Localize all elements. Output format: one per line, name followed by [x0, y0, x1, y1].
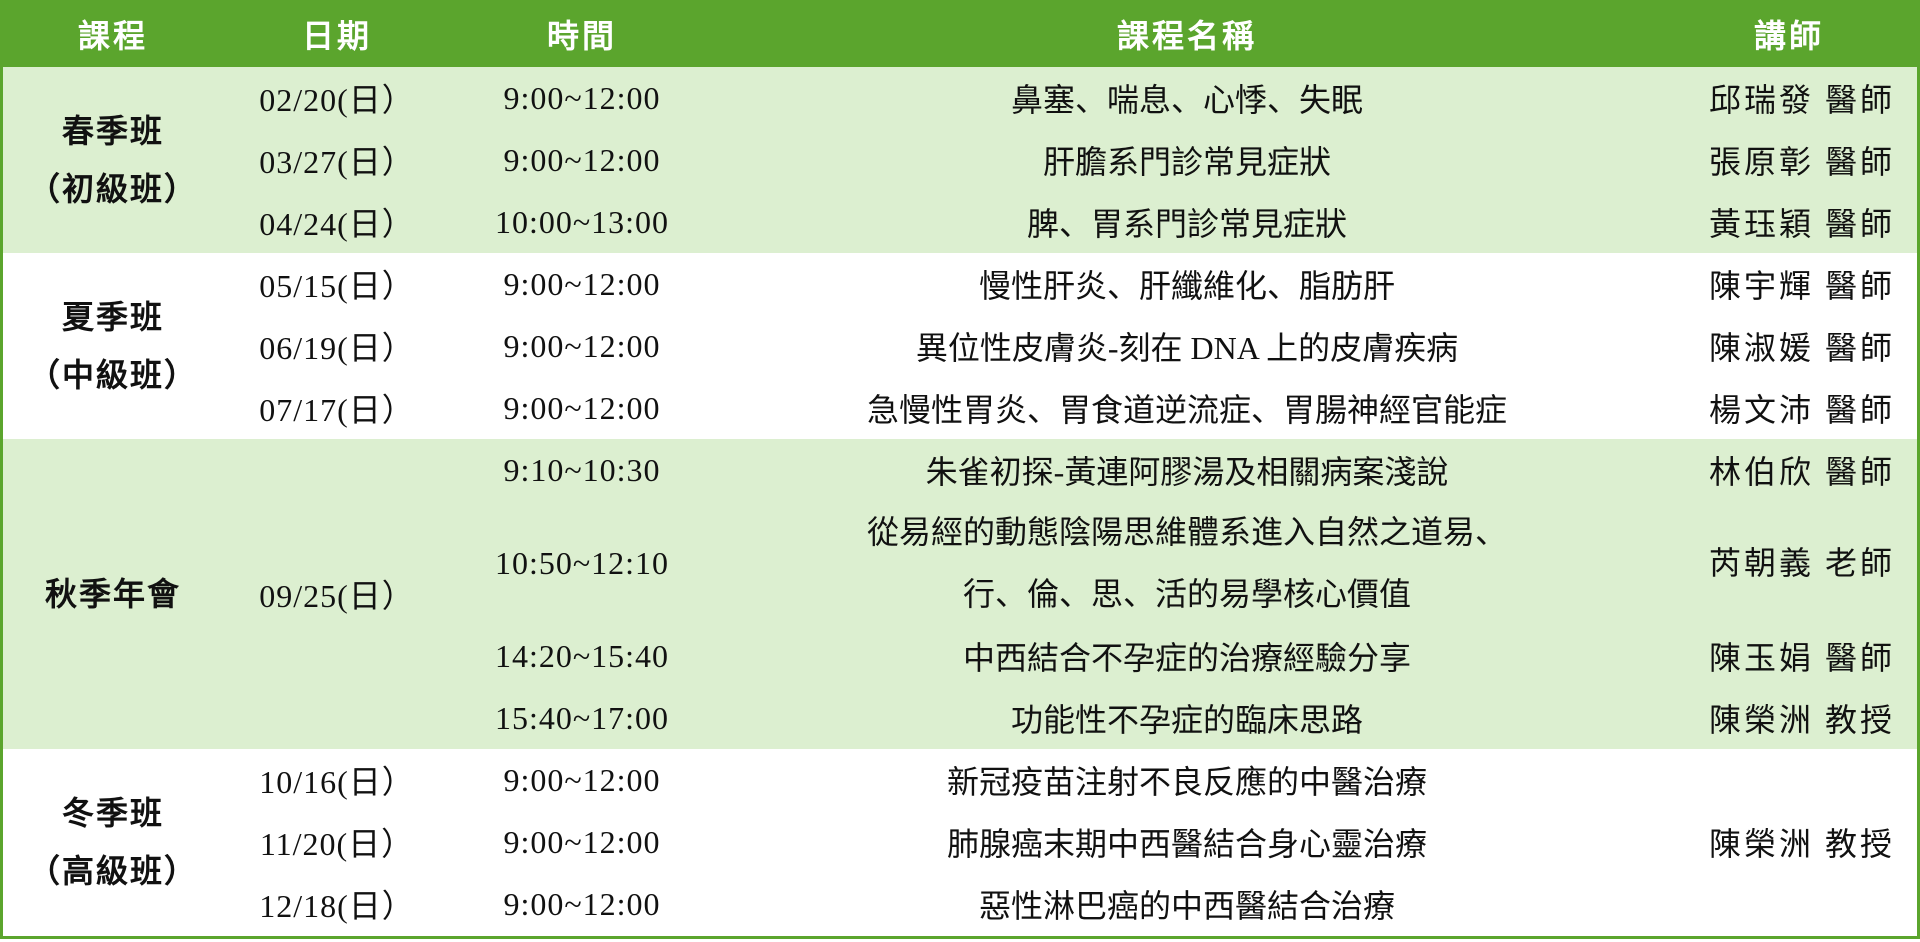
teacher-cell: 陳榮洲 教授 — [1661, 687, 1917, 749]
title-cell: 從易經的動態陰陽思維體系進入自然之道易、 行、倫、思、活的易學核心價值 — [713, 501, 1661, 625]
date-cell: 04/24(日） — [223, 191, 451, 253]
table-row: 03/27(日） 9:00~12:00 肝膽系門診常見症狀 張原彰 醫師 — [3, 129, 1917, 191]
time-cell: 9:00~12:00 — [451, 749, 713, 811]
date-cell: 09/25(日） — [223, 439, 451, 749]
time-cell: 10:50~12:10 — [451, 501, 713, 625]
course-name: 秋季年會 — [44, 576, 181, 612]
date-cell: 07/17(日） — [223, 377, 451, 439]
time-cell: 9:00~12:00 — [451, 67, 713, 129]
title-cell: 異位性皮膚炎-刻在 DNA 上的皮膚疾病 — [713, 315, 1661, 377]
date-cell: 10/16(日） — [223, 749, 451, 811]
course-cell: 秋季年會 — [3, 439, 223, 749]
title-cell: 新冠疫苗注射不良反應的中醫治療 — [713, 749, 1661, 811]
course-level: （高級班） — [27, 853, 198, 889]
date-cell: 03/27(日） — [223, 129, 451, 191]
table-row: 11/20(日） 9:00~12:00 肺腺癌末期中西醫結合身心靈治療 — [3, 811, 1917, 873]
teacher-cell: 楊文沛 醫師 — [1661, 377, 1917, 439]
teacher-cell: 陳玉娟 醫師 — [1661, 625, 1917, 687]
teacher-cell: 林伯欣 醫師 — [1661, 439, 1917, 501]
time-cell: 9:00~12:00 — [451, 377, 713, 439]
table-row: 15:40~17:00 功能性不孕症的臨床思路 陳榮洲 教授 — [3, 687, 1917, 749]
header-date: 日期 — [223, 0, 451, 67]
date-cell: 12/18(日） — [223, 873, 451, 935]
title-cell: 急慢性胃炎、胃食道逆流症、胃腸神經官能症 — [713, 377, 1661, 439]
date-cell: 06/19(日） — [223, 315, 451, 377]
time-cell: 9:10~10:30 — [451, 439, 713, 501]
teacher-cell: 陳淑媛 醫師 — [1661, 315, 1917, 377]
course-level: （中級班） — [27, 357, 198, 393]
title-cell: 肺腺癌末期中西醫結合身心靈治療 — [713, 811, 1661, 873]
date-cell: 05/15(日） — [223, 253, 451, 315]
title-cell: 朱雀初探-黃連阿膠湯及相關病案淺說 — [713, 439, 1661, 501]
time-cell: 14:20~15:40 — [451, 625, 713, 687]
teacher-cell: 黃珏穎 醫師 — [1661, 191, 1917, 253]
course-cell: 夏季班 （中級班） — [3, 253, 223, 439]
time-cell: 9:00~12:00 — [451, 811, 713, 873]
course-name: 春季班 — [61, 113, 164, 149]
schedule-table: 課程 日期 時間 課程名稱 講師 春季班 （初級班） 02/20(日） 9:00~… — [3, 0, 1917, 935]
teacher-cell: 邱瑞發 醫師 — [1661, 67, 1917, 129]
table-row: 夏季班 （中級班） 05/15(日） 9:00~12:00 慢性肝炎、肝纖維化、脂… — [3, 253, 1917, 439]
title-cell: 中西結合不孕症的治療經驗分享 — [713, 625, 1661, 687]
table-row: 04/24(日） 10:00~13:00 脾、胃系門診常見症狀 黃珏穎 醫師 — [3, 191, 1917, 253]
table-row: 冬季班 （高級班） 10/16(日） 9:00~12:00 新冠疫苗注射不良反應的… — [3, 749, 1917, 935]
course-cell: 春季班 （初級班） — [3, 67, 223, 253]
time-cell: 15:40~17:00 — [451, 687, 713, 749]
teacher-cell: 陳榮洲 教授 — [1661, 749, 1917, 935]
time-cell: 9:00~12:00 — [451, 315, 713, 377]
table-row: 春季班 （初級班） 02/20(日） 9:00~12:00 鼻塞、喘息、心悸、失眠… — [3, 67, 1917, 253]
header-time: 時間 — [451, 0, 713, 67]
time-cell: 9:00~12:00 — [451, 129, 713, 191]
title-cell: 功能性不孕症的臨床思路 — [713, 687, 1661, 749]
title-cell: 脾、胃系門診常見症狀 — [713, 191, 1661, 253]
table-row: 12/18(日） 9:00~12:00 惡性淋巴癌的中西醫結合治療 — [3, 873, 1917, 935]
teacher-cell: 張原彰 醫師 — [1661, 129, 1917, 191]
header-course: 課程 — [3, 0, 223, 67]
table-row: 10:50~12:10 從易經的動態陰陽思維體系進入自然之道易、 行、倫、思、活的… — [3, 501, 1917, 625]
teacher-cell: 陳宇輝 醫師 — [1661, 253, 1917, 315]
course-name: 夏季班 — [61, 299, 164, 335]
title-cell: 慢性肝炎、肝纖維化、脂肪肝 — [713, 253, 1661, 315]
table-row: 14:20~15:40 中西結合不孕症的治療經驗分享 陳玉娟 醫師 — [3, 625, 1917, 687]
title-cell: 鼻塞、喘息、心悸、失眠 — [713, 67, 1661, 129]
table-row: 06/19(日） 9:00~12:00 異位性皮膚炎-刻在 DNA 上的皮膚疾病… — [3, 315, 1917, 377]
header-row: 課程 日期 時間 課程名稱 講師 — [3, 0, 1917, 67]
date-cell: 02/20(日） — [223, 67, 451, 129]
time-cell: 10:00~13:00 — [451, 191, 713, 253]
course-name: 冬季班 — [61, 795, 164, 831]
course-cell: 冬季班 （高級班） — [3, 749, 223, 935]
table-row: 07/17(日） 9:00~12:00 急慢性胃炎、胃食道逆流症、胃腸神經官能症… — [3, 377, 1917, 439]
time-cell: 9:00~12:00 — [451, 253, 713, 315]
date-cell: 11/20(日） — [223, 811, 451, 873]
title-cell: 肝膽系門診常見症狀 — [713, 129, 1661, 191]
header-title: 課程名稱 — [713, 0, 1661, 67]
title-cell: 惡性淋巴癌的中西醫結合治療 — [713, 873, 1661, 935]
title-line-1: 從易經的動態陰陽思維體系進入自然之道易、 — [866, 514, 1507, 550]
time-cell: 9:00~12:00 — [451, 873, 713, 935]
header-teacher: 講師 — [1661, 0, 1917, 67]
course-level: （初級班） — [27, 171, 198, 207]
teacher-cell: 芮朝義 老師 — [1661, 501, 1917, 625]
title-line-2: 行、倫、思、活的易學核心價值 — [962, 576, 1411, 612]
table-row: 秋季年會 09/25(日） 9:10~10:30 朱雀初探-黃連阿膠湯及相關病案… — [3, 439, 1917, 749]
